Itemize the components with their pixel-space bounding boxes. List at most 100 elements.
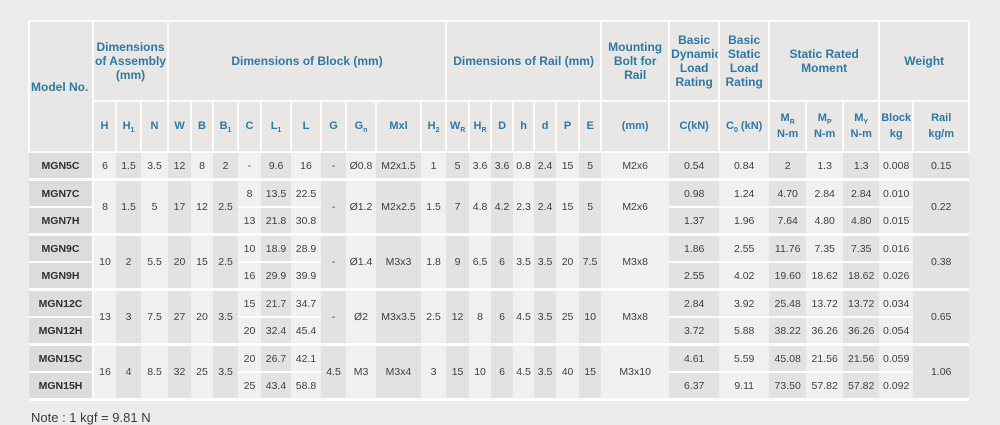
cell-C0: 5.88 (719, 317, 770, 346)
cell-WR: 12 (446, 289, 470, 346)
col-label-base: W (449, 120, 461, 132)
col-label: MY (845, 112, 877, 127)
cell-MR: 7.64 (769, 207, 807, 236)
table-row: MGN7C 8 1.5 5 17 12 2.5 8 13.5 22.5- Ø1.2 M2x2.5 1.5… (29, 179, 970, 236)
cell-N: 7.5 (141, 289, 169, 346)
cell-rail: 1.06 (913, 344, 970, 401)
cell-Ck: 6.37 (669, 372, 720, 401)
cell-model: MGN7C (29, 179, 94, 208)
cell-L: 45.4 (291, 317, 322, 346)
col-label: HR (471, 120, 489, 134)
cell-Gn: Ø1.4 (346, 234, 377, 291)
cell-C0: 1.24 (719, 179, 770, 208)
col-label-sub: 2 (435, 127, 440, 135)
cell-H: 10 (93, 234, 116, 291)
table-row: MGN12C 13 3 7.5 27 20 3.5 15 21.7 34.7- Ø2 M3x3.5 2.… (29, 289, 970, 346)
col-label-base: L (270, 120, 278, 132)
cell-B1: 3.5 (213, 289, 239, 346)
header-group-1: Dimensions of Block (mm) (167, 20, 448, 102)
cell-model: MGN9C (29, 234, 94, 263)
col-label-base: Mxl (389, 120, 408, 132)
cell-C: 16 (238, 262, 262, 291)
cell-HR: 10 (469, 344, 492, 401)
header-col-h: h (512, 100, 536, 153)
cell-MY: 1.3 (843, 152, 880, 181)
cell-P: 25 (556, 289, 580, 346)
cell-P: 15 (556, 152, 580, 181)
cell-N: 5.5 (141, 234, 169, 291)
cell-P: 40 (556, 344, 580, 401)
col-label-base: B (219, 120, 228, 132)
col-unit: N-m (776, 128, 799, 140)
col-unit: N-m (850, 128, 872, 140)
header-col-H1: H1 (115, 100, 142, 153)
cell-N: 3.5 (141, 152, 169, 181)
cell-MP: 7.35 (806, 234, 844, 263)
cell-Gn: Ø0.8 (346, 152, 377, 181)
col-label-base: d (541, 120, 549, 132)
cell-L1: 18.9 (261, 234, 292, 263)
col-label-base: C (726, 120, 734, 132)
cell-MR: 38.22 (769, 317, 807, 346)
header-col-P: P (555, 100, 581, 153)
cell-C0: 9.11 (719, 372, 770, 401)
cell-W: 27 (168, 289, 192, 346)
col-label-base: H (122, 120, 131, 132)
cell-Mxl: M3x4 (376, 344, 422, 401)
col-label-after: (kN) (737, 120, 763, 132)
cell-B: 15 (191, 234, 214, 291)
cell-d: 2.4 (534, 179, 557, 236)
cell-MY: 4.80 (843, 207, 880, 236)
cell-MY: 21.56 (843, 344, 880, 373)
col-label: h (515, 120, 532, 133)
col-label: N (143, 120, 166, 133)
cell-HR: 3.6 (469, 152, 492, 181)
cell-rail: 0.15 (913, 152, 970, 181)
cell-d: 3.5 (534, 344, 557, 401)
cell-B1: 2 (213, 152, 239, 181)
col-label-sub: Y (863, 119, 869, 127)
col-label: MP (808, 112, 841, 126)
cell-C: 8 (238, 179, 262, 208)
header-group-7: Weight (878, 20, 971, 102)
cell-L: 28.9 (291, 234, 322, 263)
cell-MR: 73.50 (769, 372, 807, 401)
col-label: G (323, 120, 344, 133)
cell-W: 20 (168, 234, 192, 291)
header-col-D: D (490, 100, 515, 153)
col-label: C(kN) (671, 120, 717, 133)
cell-C: 20 (238, 317, 262, 346)
cell-B1: 2.5 (213, 179, 239, 236)
cell-Mxl: M3x3.5 (376, 289, 422, 346)
col-label-sub: 1 (227, 127, 232, 135)
table-row: MGN7H 13 21.8 30.8 1.37 1.96 7.64 4.80 4.80 0.015 (29, 207, 969, 236)
header-col-rail: Rail kg/m (912, 100, 971, 153)
col-label: MR (771, 112, 804, 126)
header-col-H2: H2 (420, 100, 448, 153)
cell-G: - (321, 152, 347, 181)
cell-C: 25 (238, 372, 262, 401)
cell-MR: 45.08 (769, 344, 807, 373)
cell-Ck: 0.54 (669, 152, 720, 181)
col-label-base: L (302, 120, 310, 132)
header-group-0: Dimensions of Assembly (mm) (91, 20, 170, 102)
header-col-W: W (167, 100, 193, 153)
col-label: P (558, 120, 577, 133)
col-label-base: H (427, 120, 436, 132)
col-label-sub: 0 (733, 127, 738, 135)
header-col-L: L (290, 100, 323, 153)
cell-L: 58.8 (291, 372, 322, 401)
col-label-base: H (100, 120, 109, 132)
cell-N: 8.5 (141, 344, 169, 401)
col-label: C (240, 120, 259, 133)
col-label: L1 (263, 120, 289, 134)
cell-L1: 21.7 (261, 289, 292, 318)
col-label-base: C (245, 120, 254, 132)
note: Note : 1 kgf = 9.81 N (31, 410, 151, 425)
cell-MP: 2.84 (806, 179, 844, 208)
header-col-C: C (237, 100, 263, 153)
table-row: MGN12H 20 32.4 45.4 3.72 5.88 38.22 36.26 36.26 0… (29, 317, 969, 346)
cell-P: 20 (556, 234, 580, 291)
cell-Gn: Ø1.2 (346, 179, 377, 236)
cell-H: 13 (93, 289, 116, 346)
